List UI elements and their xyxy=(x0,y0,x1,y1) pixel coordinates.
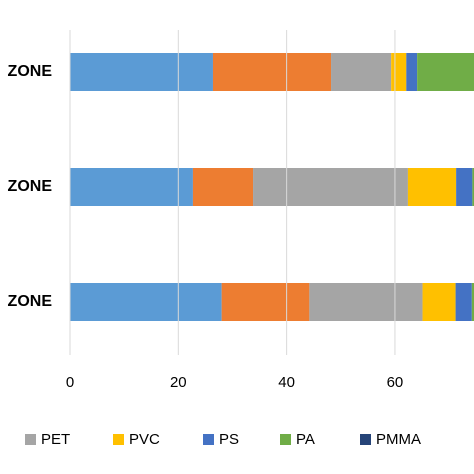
bar-segment xyxy=(407,168,457,206)
bar-segment xyxy=(331,53,392,91)
x-tick-label: 20 xyxy=(170,374,187,391)
bar-segment xyxy=(456,168,473,206)
bar-segment xyxy=(471,283,474,321)
bar-segment xyxy=(70,168,193,206)
bar-segment xyxy=(253,168,408,206)
x-tick-label: 60 xyxy=(387,374,404,391)
bar-segment xyxy=(212,53,332,91)
bar-segment xyxy=(309,283,423,321)
bar-segment xyxy=(417,53,474,91)
legend-swatch xyxy=(360,434,371,445)
legend-label: PET xyxy=(41,431,70,448)
plot-area xyxy=(70,53,474,321)
bar-segment xyxy=(406,53,418,91)
bar-segment xyxy=(391,53,407,91)
x-tick-label: 40 xyxy=(278,374,295,391)
bar-segment xyxy=(221,283,310,321)
bar-segment xyxy=(70,283,222,321)
category-label: ZONE xyxy=(8,63,53,80)
bar-segment xyxy=(472,168,474,206)
category-label: ZONE xyxy=(8,178,53,195)
category-label: ZONE xyxy=(8,293,53,310)
legend-swatch xyxy=(25,434,36,445)
bar-segment xyxy=(192,168,254,206)
legend-label: PMMA xyxy=(376,431,421,448)
legend-swatch xyxy=(113,434,124,445)
bar-segment xyxy=(70,53,213,91)
bar-segment xyxy=(422,283,456,321)
legend-swatch xyxy=(203,434,214,445)
x-tick-label: 0 xyxy=(66,374,74,391)
legend-label: PS xyxy=(219,431,239,448)
bar-segment xyxy=(455,283,472,321)
legend-swatch xyxy=(280,434,291,445)
legend-label: PA xyxy=(296,431,315,448)
legend-label: PVC xyxy=(129,431,160,448)
